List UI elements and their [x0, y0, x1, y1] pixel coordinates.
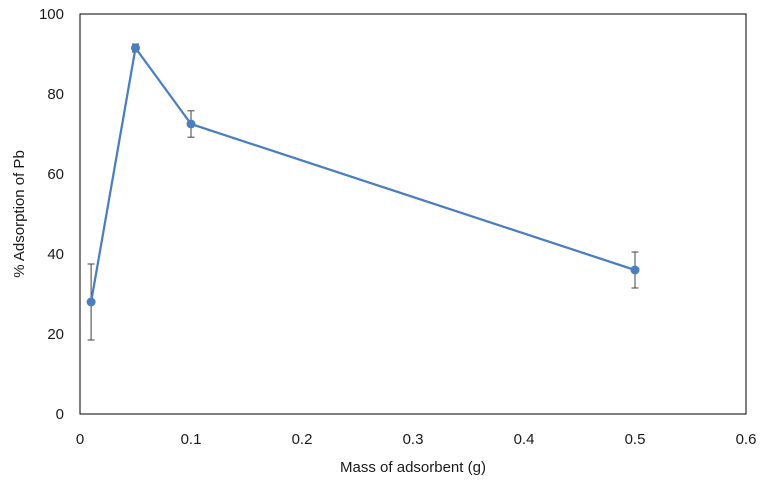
x-tick-label: 0.3	[403, 431, 424, 448]
plot-area-frame	[79, 13, 747, 415]
data-point	[86, 297, 96, 307]
x-tick-label: 0.6	[736, 431, 757, 448]
series-group	[86, 43, 640, 341]
x-axis-title: Mass of adsorbent (g)	[340, 459, 486, 476]
data-point	[630, 265, 640, 275]
y-tick-label: 20	[47, 326, 64, 343]
x-tick-label: 0	[76, 431, 84, 448]
y-axis-ticks: 0 20 40 60 80 100	[39, 6, 64, 423]
x-tick-label: 0.4	[514, 431, 535, 448]
series-layer	[86, 43, 640, 341]
y-tick-label: 40	[47, 246, 64, 263]
y-tick-label: 60	[47, 166, 64, 183]
data-point	[131, 43, 140, 53]
y-tick-label: 80	[47, 86, 64, 103]
data-point	[186, 119, 196, 129]
series-line	[89, 46, 636, 303]
y-tick-label: 0	[56, 406, 64, 423]
x-tick-label: 0.2	[292, 431, 313, 448]
x-tick-label: 0.5	[625, 431, 646, 448]
y-tick-label: 100	[39, 6, 64, 23]
x-axis-ticks: 0 0.1 0.2 0.3 0.4 0.5 0.6	[76, 431, 757, 448]
x-tick-label: 0.1	[181, 431, 202, 448]
y-axis-title: % Adsorption of Pb	[11, 150, 28, 278]
